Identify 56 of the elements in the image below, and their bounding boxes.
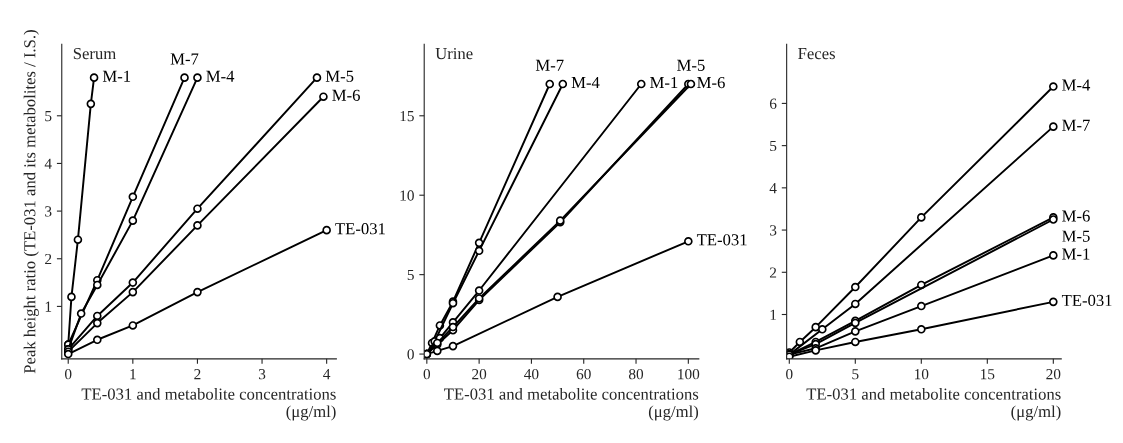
series-label: M-6 bbox=[697, 76, 725, 89]
series-label: M-6 bbox=[332, 89, 360, 101]
chart-title: Urine bbox=[435, 47, 473, 60]
y-tick-label: 2 bbox=[769, 267, 777, 278]
y-tick-label: 5 bbox=[770, 140, 777, 152]
series-label: M-4 bbox=[1062, 79, 1091, 91]
x-tick-label: 60 bbox=[576, 368, 591, 380]
y-tick-label: 2 bbox=[45, 253, 52, 265]
series-label: M-1 bbox=[1062, 248, 1090, 260]
series-label: TE-031 bbox=[335, 223, 385, 235]
y-tick-label: 5 bbox=[407, 269, 414, 281]
series-label: M-6 bbox=[1062, 210, 1090, 222]
series-label: M-1 bbox=[650, 77, 678, 89]
x-axis-title: TE-031 and metabolite concentrations (μg/ml) bbox=[444, 387, 699, 421]
y-tick-label: 3 bbox=[770, 225, 777, 236]
x-axis-title: TE-031 and metabolite concentrations (μg/ml) bbox=[81, 387, 336, 421]
x-tick-label: 1 bbox=[130, 369, 136, 380]
y-tick-label: 6 bbox=[769, 98, 777, 109]
x-tick-label: 20 bbox=[1046, 368, 1061, 380]
series-label: M-7 bbox=[535, 59, 564, 71]
y-tick-label: 1 bbox=[770, 309, 777, 320]
x-tick-label: 80 bbox=[628, 368, 644, 380]
chart-title: Feces bbox=[798, 48, 835, 60]
x-axis-title: TE-031 and metabolite concentrations (μg/ml) bbox=[806, 387, 1061, 421]
x-tick-label: 10 bbox=[915, 368, 929, 380]
series-label: M-7 bbox=[170, 53, 199, 65]
x-tick-label: 40 bbox=[524, 368, 539, 380]
y-tick-label: 3 bbox=[45, 206, 52, 217]
x-tick-label: 0 bbox=[786, 368, 793, 380]
y-axis-title: Peak height ratio (TE-031 and its metabolites / I.S.) bbox=[23, 30, 39, 374]
x-tick-label: 4 bbox=[323, 369, 331, 380]
series-label: TE-031 bbox=[1061, 294, 1112, 307]
series-label: M-5 bbox=[1062, 230, 1090, 242]
y-tick-label: 15 bbox=[400, 111, 414, 122]
y-tick-label: 1 bbox=[45, 301, 52, 312]
y-tick-label: 10 bbox=[400, 190, 414, 201]
x-tick-label: 100 bbox=[678, 368, 700, 380]
y-tick-label: 5 bbox=[45, 111, 52, 122]
y-tick-label: 0 bbox=[407, 349, 414, 360]
x-tick-label: 15 bbox=[981, 369, 995, 380]
x-tick-label: 0 bbox=[423, 368, 431, 380]
series-label: M-4 bbox=[571, 77, 600, 89]
y-tick-label: 4 bbox=[44, 158, 52, 169]
series-label: M-1 bbox=[102, 70, 131, 82]
series-label: M-5 bbox=[677, 59, 705, 71]
chart-title: Serum bbox=[73, 47, 116, 60]
series-label: M-7 bbox=[1062, 119, 1090, 131]
y-tick-label: 4 bbox=[769, 183, 777, 194]
x-tick-label: 5 bbox=[852, 369, 859, 380]
series-label: M-5 bbox=[325, 70, 354, 82]
series-label: TE-031 bbox=[696, 234, 747, 246]
x-tick-label: 20 bbox=[472, 368, 487, 380]
x-tick-label: 2 bbox=[194, 369, 201, 380]
series-label: M-4 bbox=[206, 70, 235, 82]
x-tick-label: 0 bbox=[64, 368, 72, 380]
x-tick-label: 3 bbox=[258, 369, 266, 380]
